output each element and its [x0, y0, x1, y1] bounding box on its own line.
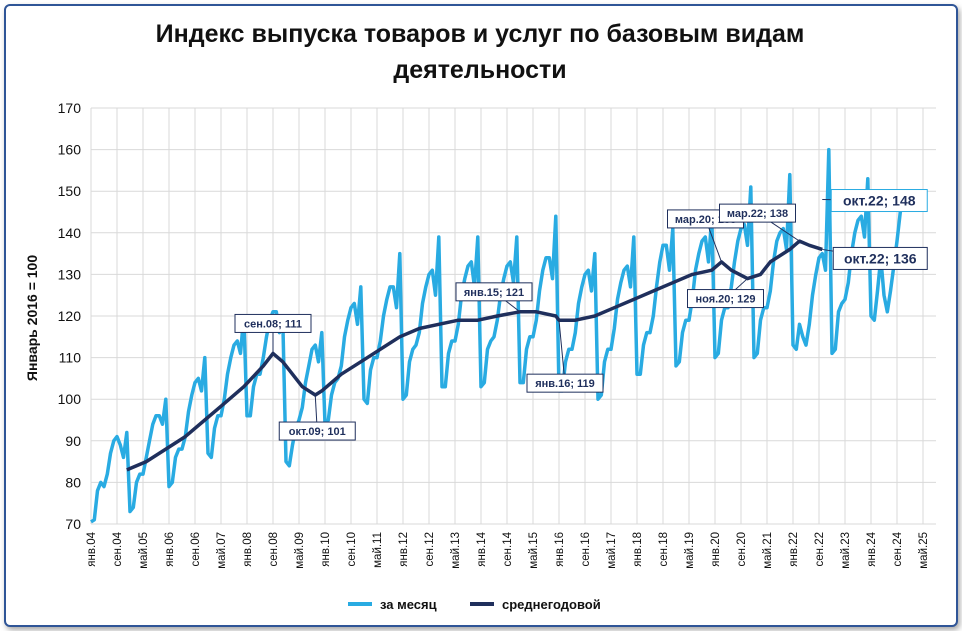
annotation-box — [455, 282, 533, 302]
series-lines — [90, 147, 909, 524]
x-tick-label: май.17 — [606, 532, 618, 569]
x-tick-label: янв.10 — [320, 532, 332, 567]
annotation-callout: янв.15; 121 — [455, 282, 533, 313]
legend-label-annual: среднегодовой — [502, 597, 601, 612]
x-tick-label: янв.04 — [86, 531, 98, 566]
x-tick-label: сен.20 — [736, 532, 748, 566]
annotation-box — [832, 246, 928, 270]
annotation-callout: мар.20; 133 — [667, 209, 744, 263]
x-tick-label: май.13 — [450, 532, 462, 569]
x-tick-label: май.19 — [684, 532, 696, 569]
y-tick-label: 80 — [65, 474, 81, 490]
x-tick-label: май.05 — [138, 532, 150, 569]
x-tick-label: май.09 — [294, 532, 306, 569]
x-tick-label: сен.16 — [580, 532, 592, 566]
x-tick-label: янв.06 — [164, 532, 176, 567]
series-line-annual — [126, 239, 823, 472]
annotation-box — [234, 313, 312, 333]
annotation-box — [687, 289, 764, 309]
legend-label-monthly: за месяц — [380, 597, 437, 612]
annotation-callout: ноя.20; 129 — [687, 278, 764, 309]
x-tick-label: янв.22 — [788, 532, 800, 567]
y-tick-label: 120 — [58, 308, 82, 324]
y-tick-label: 110 — [59, 350, 82, 366]
x-tick-label: сен.12 — [424, 532, 436, 566]
annotation-label: сен.08; 111 — [244, 318, 302, 330]
x-tick-label: май.15 — [528, 532, 540, 569]
x-tick-label: сен.04 — [112, 531, 124, 566]
y-tick-label: 140 — [58, 225, 82, 241]
x-tick-label: май.21 — [762, 532, 774, 569]
y-axis-label: Январь 2016 = 100 — [24, 255, 40, 381]
annotation-box — [830, 189, 928, 213]
y-tick-label: 150 — [58, 183, 82, 199]
x-tick-label: май.07 — [216, 532, 228, 569]
x-tick-label: сен.22 — [814, 532, 826, 566]
annotation-box — [278, 421, 356, 441]
x-tick-label: янв.08 — [242, 532, 254, 567]
x-tick-label: сен.06 — [190, 532, 202, 566]
y-tick-label: 160 — [58, 142, 82, 158]
x-tick-label: сен.18 — [658, 532, 670, 566]
legend: за месяц среднегодовой — [348, 597, 601, 612]
y-tick-label: 70 — [65, 516, 81, 532]
y-tick-label: 90 — [65, 433, 81, 449]
x-tick-label: сен.10 — [346, 532, 358, 566]
x-tick-label: сен.24 — [892, 531, 904, 566]
y-tick-labels: 70 80 90 100 110 120 130 140 150 160 170 — [58, 100, 82, 532]
x-tick-label: сен.14 — [502, 531, 514, 566]
annotation-leader — [558, 320, 566, 384]
chart-title: Индекс выпуска товаров и услуг по базовы… — [155, 20, 805, 84]
y-tick-label: 170 — [58, 100, 82, 116]
x-tick-label: май.25 — [918, 532, 930, 569]
annotation-callout: окт.22; 148 — [822, 189, 928, 213]
annotation-callout: янв.16; 119 — [526, 320, 604, 393]
annotation-label: окт.22; 148 — [843, 193, 916, 209]
annotation-callout: мар.22; 138 — [719, 203, 800, 242]
annotations: сен.08; 111 окт.09; 101 янв.15; 121 янв.16;… — [234, 189, 928, 441]
annotation-label: окт.22; 136 — [844, 250, 917, 266]
y-tick-label: 100 — [58, 391, 82, 407]
annotation-callout: сен.08; 111 — [234, 313, 312, 354]
annotation-label: янв.15; 121 — [464, 287, 524, 299]
x-tick-label: янв.14 — [476, 531, 488, 566]
annotation-label: окт.09; 101 — [289, 426, 346, 438]
x-tick-label: май.23 — [840, 532, 852, 569]
y-tick-label: 130 — [58, 266, 82, 282]
x-tick-label: янв.24 — [866, 531, 878, 566]
annotation-callout: окт.09; 101 — [278, 395, 356, 441]
annotation-label: ноя.20; 129 — [695, 294, 755, 306]
annotation-label: янв.16; 119 — [535, 378, 595, 390]
annotation-box — [526, 373, 604, 393]
x-tick-label: янв.16 — [554, 532, 566, 567]
x-tick-label: янв.18 — [632, 532, 644, 567]
x-tick-label: май.11 — [372, 532, 384, 568]
annotation-label: мар.22; 138 — [727, 208, 788, 220]
x-tick-label: сен.08 — [268, 532, 280, 566]
annotation-callout: окт.22; 136 — [822, 246, 928, 270]
series-line-monthly — [90, 147, 909, 524]
x-tick-label: янв.12 — [398, 532, 410, 567]
annotation-box — [719, 203, 796, 223]
x-tick-labels: янв.04 сен.04 май.05 янв.06 сен.06 май.07 янв.… — [86, 531, 930, 568]
x-tick-label: янв.20 — [710, 532, 722, 567]
